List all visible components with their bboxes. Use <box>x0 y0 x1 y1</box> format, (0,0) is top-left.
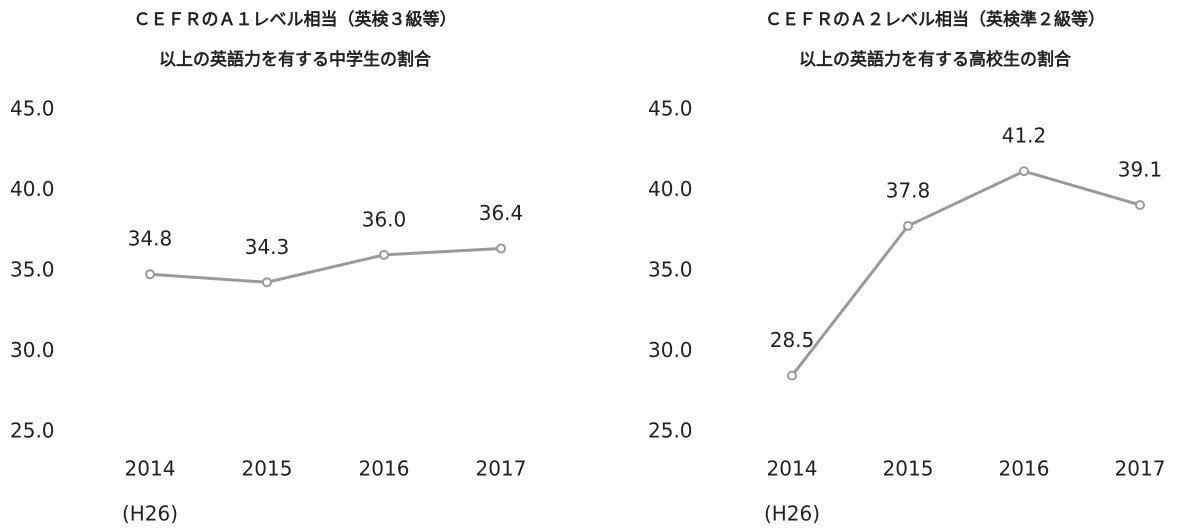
data-label: 34.8 <box>128 227 173 251</box>
x-tick-label: 2017 <box>476 457 527 481</box>
point <box>262 277 272 288</box>
y-tick-label: 30.0 <box>648 338 693 362</box>
data-label: 39.1 <box>1118 157 1163 181</box>
annotation: (H26) <box>122 502 178 526</box>
annotation: (H26) <box>764 502 820 526</box>
x-tick-label: 2016 <box>359 457 410 481</box>
x-tick-label: 2014 <box>767 457 818 481</box>
y-tick-label: 40.0 <box>648 177 693 201</box>
data-label: 36.4 <box>479 201 524 225</box>
y-tick-label: 45.0 <box>648 97 693 121</box>
x-tick-label: 2016 <box>999 457 1050 481</box>
chart-subtitle: 以上の英語力を有する中学生の割合 <box>159 49 432 70</box>
y-tick-label: 30.0 <box>10 338 55 362</box>
point <box>1019 166 1029 177</box>
point <box>787 370 797 381</box>
y-tick-label: 25.0 <box>10 419 55 443</box>
x-tick-label: 2014 <box>125 457 176 481</box>
y-tick-label: 40.0 <box>10 177 55 201</box>
point <box>1135 199 1145 210</box>
data-label: 36.0 <box>362 207 407 231</box>
chart-title: ＣＥＦＲのＡ２レベル相当（英検準２級等） <box>765 9 1105 30</box>
x-tick-label: 2015 <box>242 457 293 481</box>
line <box>790 169 1141 377</box>
line <box>149 246 502 284</box>
x-tick-label: 2015 <box>883 457 934 481</box>
data-label: 41.2 <box>1002 124 1047 148</box>
y-tick-label: 35.0 <box>648 258 693 282</box>
point <box>379 249 389 260</box>
x-tick-label: 2017 <box>1115 457 1166 481</box>
point <box>145 269 155 280</box>
data-label: 28.5 <box>770 328 815 352</box>
y-tick-label: 35.0 <box>10 258 55 282</box>
point <box>496 243 506 254</box>
y-tick-label: 45.0 <box>10 97 55 121</box>
data-label: 34.3 <box>245 235 290 259</box>
y-tick-label: 25.0 <box>648 419 693 443</box>
chart-title: ＣＥＦＲのＡ１レベル相当（英検３級等） <box>134 9 457 30</box>
point <box>903 220 913 231</box>
chart-subtitle: 以上の英語力を有する高校生の割合 <box>799 49 1072 70</box>
data-label: 37.8 <box>886 178 931 202</box>
